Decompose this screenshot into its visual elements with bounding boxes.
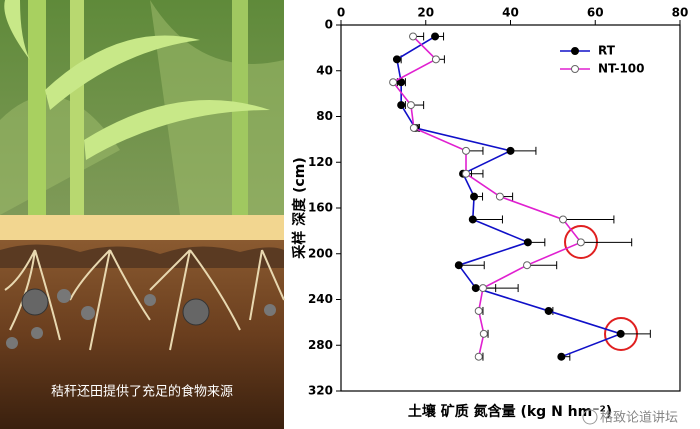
watermark: 格致论道讲坛 xyxy=(600,410,678,426)
data-point xyxy=(495,192,504,201)
y-tick-label: 80 xyxy=(316,109,333,123)
legend-label: NT-100 xyxy=(598,62,645,76)
data-point xyxy=(479,329,488,338)
data-point xyxy=(389,78,398,87)
y-tick-label: 320 xyxy=(308,384,333,398)
data-point xyxy=(409,32,418,41)
y-axis-label: 采样 深度 (cm) xyxy=(291,157,308,259)
data-point xyxy=(523,261,532,270)
legend-marker xyxy=(571,65,579,73)
x-tick-label: 20 xyxy=(417,6,434,20)
illustration: 秸秆还田提供了充足的食物来源 xyxy=(0,0,285,429)
y-tick-label: 280 xyxy=(308,338,333,352)
data-point xyxy=(454,261,463,270)
y-tick-label: 160 xyxy=(308,201,333,215)
x-tick-label: 40 xyxy=(502,6,519,20)
data-point xyxy=(474,352,483,361)
data-point xyxy=(576,238,585,247)
data-point xyxy=(474,306,483,315)
data-point xyxy=(406,101,415,110)
data-point xyxy=(392,55,401,64)
data-point xyxy=(462,169,471,178)
watermark-icon xyxy=(582,409,598,425)
data-point xyxy=(544,306,553,315)
x-tick-label: 0 xyxy=(337,6,345,20)
data-point xyxy=(557,352,566,361)
x-tick-label: 80 xyxy=(672,6,689,20)
y-tick-label: 240 xyxy=(308,292,333,306)
data-point xyxy=(559,215,568,224)
data-point xyxy=(478,284,487,293)
data-point xyxy=(409,123,418,132)
y-tick-label: 0 xyxy=(325,18,333,32)
legend-label: RT xyxy=(598,44,616,58)
y-tick-label: 40 xyxy=(316,63,333,77)
data-point xyxy=(471,284,480,293)
caption: 秸秆还田提供了充足的食物来源 xyxy=(51,384,233,400)
data-point xyxy=(462,146,471,155)
x-axis-label: 土壤 矿质 氮含量 (kg N hm⁻²) xyxy=(408,403,612,420)
data-point xyxy=(506,146,515,155)
data-point xyxy=(431,55,440,64)
y-tick-label: 120 xyxy=(308,155,333,169)
data-point xyxy=(397,101,406,110)
legend-marker xyxy=(571,47,579,55)
data-point xyxy=(616,329,625,338)
data-point xyxy=(523,238,532,247)
data-point xyxy=(470,192,479,201)
x-tick-label: 60 xyxy=(587,6,604,20)
y-tick-label: 200 xyxy=(308,246,333,260)
data-point xyxy=(468,215,477,224)
data-point xyxy=(431,32,440,41)
